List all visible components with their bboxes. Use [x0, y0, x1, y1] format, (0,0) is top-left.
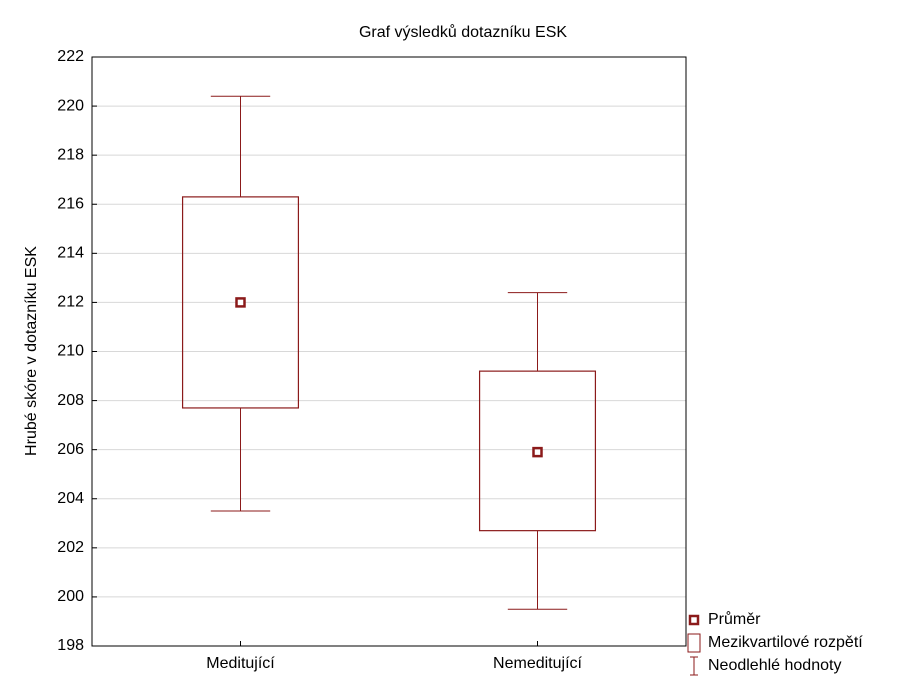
legend-mean-icon — [688, 614, 700, 626]
legend-box-icon — [687, 633, 701, 653]
mean-marker — [235, 297, 246, 308]
y-tick-label: 222 — [57, 48, 84, 65]
y-tick-label: 206 — [57, 441, 84, 458]
y-tick-label: 208 — [57, 392, 84, 409]
y-tick-label: 198 — [57, 637, 84, 654]
mean-marker — [532, 446, 543, 458]
y-tick-label: 220 — [57, 97, 84, 114]
legend-label: Průměr — [708, 610, 761, 628]
y-tick-label: 214 — [57, 245, 84, 262]
y-tick-label: 216 — [57, 195, 84, 212]
y-tick-label: 202 — [57, 539, 84, 556]
y-tick-label: 210 — [57, 343, 84, 360]
box — [181, 196, 300, 409]
y-tick-label: 212 — [57, 294, 84, 311]
x-tick-label: Nemeditující — [493, 655, 582, 672]
y-tick-label: 204 — [57, 490, 84, 507]
x-tick-label: Meditující — [206, 655, 275, 672]
legend-label: Mezikvartilové rozpětí — [708, 634, 863, 651]
y-tick-label: 218 — [57, 146, 84, 163]
y-tick-label: 200 — [57, 588, 84, 605]
y-axis-label: Hrubé skóre v dotazníku ESK — [23, 246, 40, 456]
chart-title: Graf výsledků dotazníku ESK — [359, 23, 567, 41]
plot-frame — [91, 56, 687, 647]
legend-label: Neodlehlé hodnoty — [708, 657, 841, 674]
box — [478, 370, 597, 532]
